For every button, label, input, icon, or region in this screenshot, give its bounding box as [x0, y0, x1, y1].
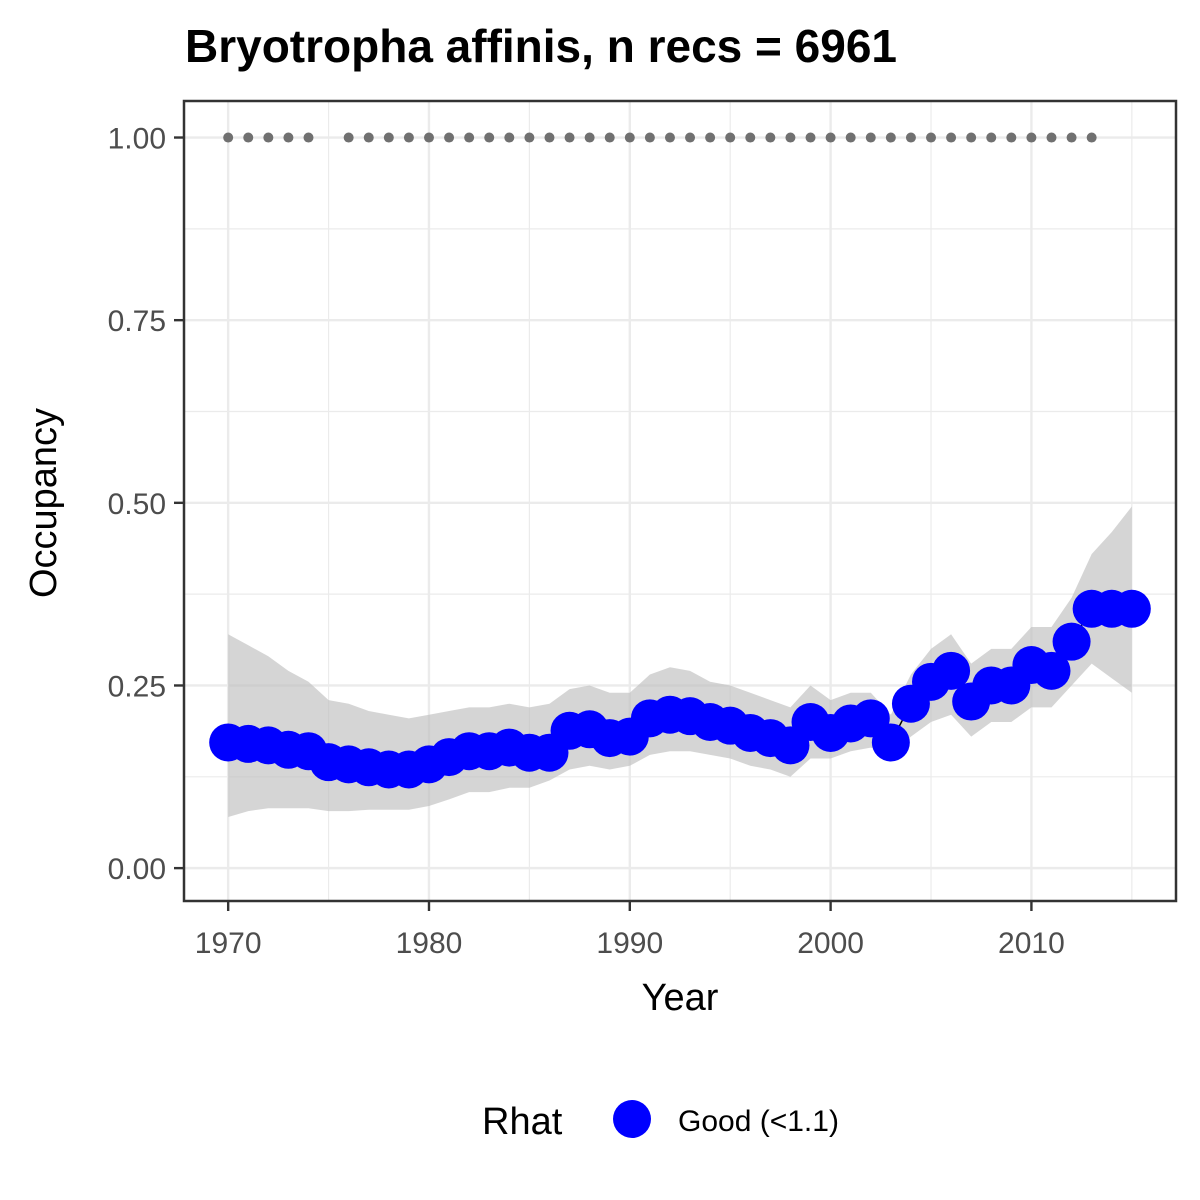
- data-point: [1032, 651, 1071, 690]
- legend-key-good: [613, 1100, 651, 1138]
- record-dot: [986, 132, 997, 143]
- record-dot: [604, 132, 615, 143]
- record-dot: [283, 132, 294, 143]
- data-points: [209, 589, 1151, 789]
- data-point: [1112, 589, 1151, 628]
- record-dot: [564, 132, 575, 143]
- x-tick-label: 2010: [998, 927, 1065, 960]
- legend-title: Rhat: [482, 1101, 563, 1143]
- record-dot: [1066, 132, 1077, 143]
- x-axis-ticks: 1970 1980 1990 2000 2010: [195, 901, 1065, 960]
- record-dot: [1006, 132, 1017, 143]
- record-dot: [1026, 132, 1037, 143]
- record-dot: [926, 132, 937, 143]
- y-tick-label: 1.00: [108, 123, 166, 156]
- x-tick-label: 1990: [596, 927, 663, 960]
- record-dot: [865, 132, 876, 143]
- record-dot: [805, 132, 816, 143]
- record-dot: [825, 132, 836, 143]
- record-dot: [624, 132, 635, 143]
- record-dot: [664, 132, 675, 143]
- grid-minor: [184, 101, 1176, 901]
- record-dot: [303, 132, 314, 143]
- x-axis-title: Year: [642, 977, 719, 1019]
- record-dot: [725, 132, 736, 143]
- record-dot: [423, 132, 434, 143]
- record-dot: [765, 132, 776, 143]
- record-dot: [243, 132, 254, 143]
- legend: Rhat Good (<1.1): [482, 1100, 839, 1143]
- record-dot: [383, 132, 394, 143]
- record-dot: [885, 132, 896, 143]
- x-tick-label: 1970: [195, 927, 262, 960]
- record-dot: [363, 132, 374, 143]
- record-dot: [905, 132, 916, 143]
- y-tick-label: 0.75: [108, 305, 166, 338]
- data-point: [932, 651, 971, 690]
- record-dot: [966, 132, 977, 143]
- data-point: [1052, 622, 1091, 661]
- y-tick-label: 0.25: [108, 670, 166, 703]
- record-dot: [584, 132, 595, 143]
- record-dot: [845, 132, 856, 143]
- record-dot: [343, 132, 354, 143]
- record-dot: [644, 132, 655, 143]
- x-tick-label: 2000: [797, 927, 864, 960]
- record-dot: [484, 132, 495, 143]
- y-tick-label: 0.00: [108, 853, 166, 886]
- record-dot: [403, 132, 414, 143]
- record-dot: [785, 132, 796, 143]
- record-dot: [1086, 132, 1097, 143]
- data-point: [871, 723, 910, 762]
- record-dot: [223, 132, 234, 143]
- record-dot: [544, 132, 555, 143]
- record-dot: [504, 132, 515, 143]
- y-tick-label: 0.50: [108, 488, 166, 521]
- legend-label-good: Good (<1.1): [678, 1105, 839, 1138]
- record-dot: [705, 132, 716, 143]
- y-axis-ticks: 0.00 0.25 0.50 0.75 1.00: [108, 123, 184, 886]
- record-dot: [444, 132, 455, 143]
- record-dot: [263, 132, 274, 143]
- panel-border: [182, 99, 1178, 903]
- x-tick-label: 1980: [396, 927, 463, 960]
- record-dot: [745, 132, 756, 143]
- y-axis-title: Occupancy: [23, 408, 65, 598]
- record-dot: [1046, 132, 1057, 143]
- record-dot: [946, 132, 957, 143]
- record-dots: [223, 132, 1097, 143]
- record-dot: [524, 132, 535, 143]
- record-dot: [464, 132, 475, 143]
- record-dot: [685, 132, 696, 143]
- chart-title: Bryotropha affinis, n recs = 6961: [185, 20, 897, 72]
